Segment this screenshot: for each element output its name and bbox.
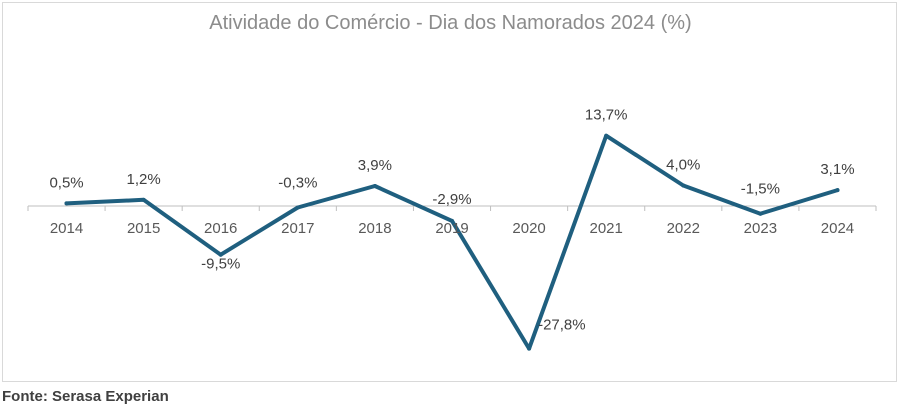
data-label: -0,3% <box>278 175 317 192</box>
data-label: -9,5% <box>201 256 240 273</box>
x-tick-label: 2020 <box>512 220 545 237</box>
data-label: 3,9% <box>358 157 392 174</box>
data-point <box>835 188 840 193</box>
data-point <box>758 211 763 216</box>
x-tick-label: 2021 <box>589 220 622 237</box>
data-point <box>64 201 69 206</box>
data-label: -2,9% <box>432 191 471 208</box>
chart-frame <box>2 2 897 382</box>
data-label: 1,2% <box>127 171 161 188</box>
x-tick-label: 2022 <box>667 220 700 237</box>
x-tick-label: 2024 <box>821 220 854 237</box>
x-tick-label: 2014 <box>50 220 83 237</box>
data-point <box>295 205 300 210</box>
data-point <box>141 197 146 202</box>
data-point <box>450 218 454 223</box>
series-line <box>64 133 840 351</box>
source-note: Fonte: Serasa Experian <box>2 388 169 405</box>
data-point <box>681 183 686 188</box>
data-label: 4,0% <box>666 156 700 173</box>
data-label: 3,1% <box>820 161 854 178</box>
data-label: 13,7% <box>585 107 628 124</box>
chart-title: Atividade do Comércio - Dia dos Namorado… <box>209 12 692 34</box>
x-tick-label: 2016 <box>204 220 237 237</box>
data-point <box>372 183 377 188</box>
data-point <box>527 346 532 351</box>
x-tick-label: 2015 <box>127 220 160 237</box>
x-tick-label: 2017 <box>281 220 314 237</box>
data-label: 0,5% <box>49 174 83 191</box>
x-tick-label: 2023 <box>744 220 777 237</box>
data-point <box>604 133 609 138</box>
data-label: -27,8% <box>538 317 586 334</box>
x-tick-label: 2018 <box>358 220 391 237</box>
x-tick-label: 2019 <box>435 220 468 237</box>
data-point <box>218 252 223 257</box>
data-label: -1,5% <box>741 181 780 198</box>
